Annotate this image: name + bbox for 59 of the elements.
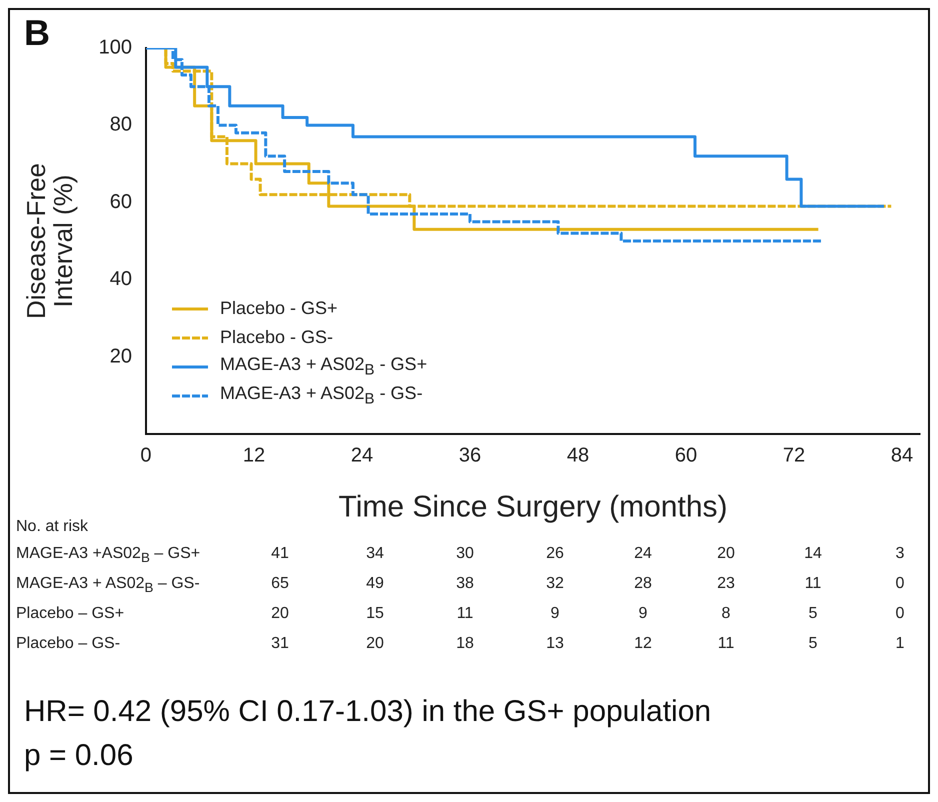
x-tick-label: 60 [674,444,698,467]
text: 28 [633,575,653,593]
legend-label: Placebo - GS- [220,327,334,348]
text: p = 0.06 [24,738,134,774]
x-tick-label: 0 [140,444,152,467]
text: 14 [803,545,823,563]
text: No. at risk [16,518,88,536]
text: 20 [270,605,290,623]
text: 24 [633,545,653,563]
text: 20 [365,635,385,653]
text: 41 [270,545,290,563]
text: 12 [633,635,653,653]
text: 15 [365,605,385,623]
text: 34 [365,545,385,563]
text: 31 [270,635,290,653]
text: 26 [545,545,565,563]
text: Placebo – GS+ [16,605,124,623]
y-tick-label: 40 [110,268,132,290]
text: 23 [716,575,736,593]
text: 13 [545,635,565,653]
legend-label: MAGE-A3 + AS02$_{B}$ - GS- [220,383,423,408]
y-tick-label: 100 [98,36,132,59]
text: 18 [455,635,475,653]
text: B [24,12,50,54]
text: 3 [894,545,906,563]
text: 30 [455,545,475,563]
text: 11 [716,635,736,653]
text: 65 [270,575,290,593]
x-tick-label: 48 [566,444,590,467]
legend-label: MAGE-A3 + AS02$_{B}$ - GS+ [220,354,428,379]
text: MAGE-A3 +AS02$_{B}$ – GS+ [16,545,200,566]
x-axis-title: Time Since Surgery (months) [338,490,728,524]
text: 32 [545,575,565,593]
text: 20 [716,545,736,563]
text: 11 [804,575,822,593]
legend-label: Placebo - GS+ [220,298,338,319]
text: 5 [808,605,818,623]
text: MAGE-A3 + AS02$_{B}$ – GS- [16,575,200,596]
text: Placebo – GS- [16,635,120,653]
text: 0 [894,575,906,593]
y-axis-title: Disease-Free Interval (%) [20,162,78,320]
text: 38 [455,575,475,593]
text: HR= 0.42 (95% CI 0.17-1.03) in the GS+ population [24,694,712,730]
x-tick-label: 84 [890,444,914,467]
text: 11 [456,605,474,623]
y-tick-label: 80 [110,114,132,136]
text: 9 [550,605,560,623]
y-tick-label: 60 [110,190,132,213]
text: 9 [638,605,648,623]
x-tick-label: 36 [458,444,482,467]
text: 5 [808,635,818,653]
x-tick-label: 24 [350,444,374,467]
text: 49 [365,575,385,593]
x-tick-label: 72 [782,444,806,467]
text: 0 [894,605,906,623]
text: 8 [720,605,732,623]
y-tick-label: 20 [110,345,132,368]
text: 1 [894,635,906,653]
x-tick-label: 12 [242,444,266,467]
